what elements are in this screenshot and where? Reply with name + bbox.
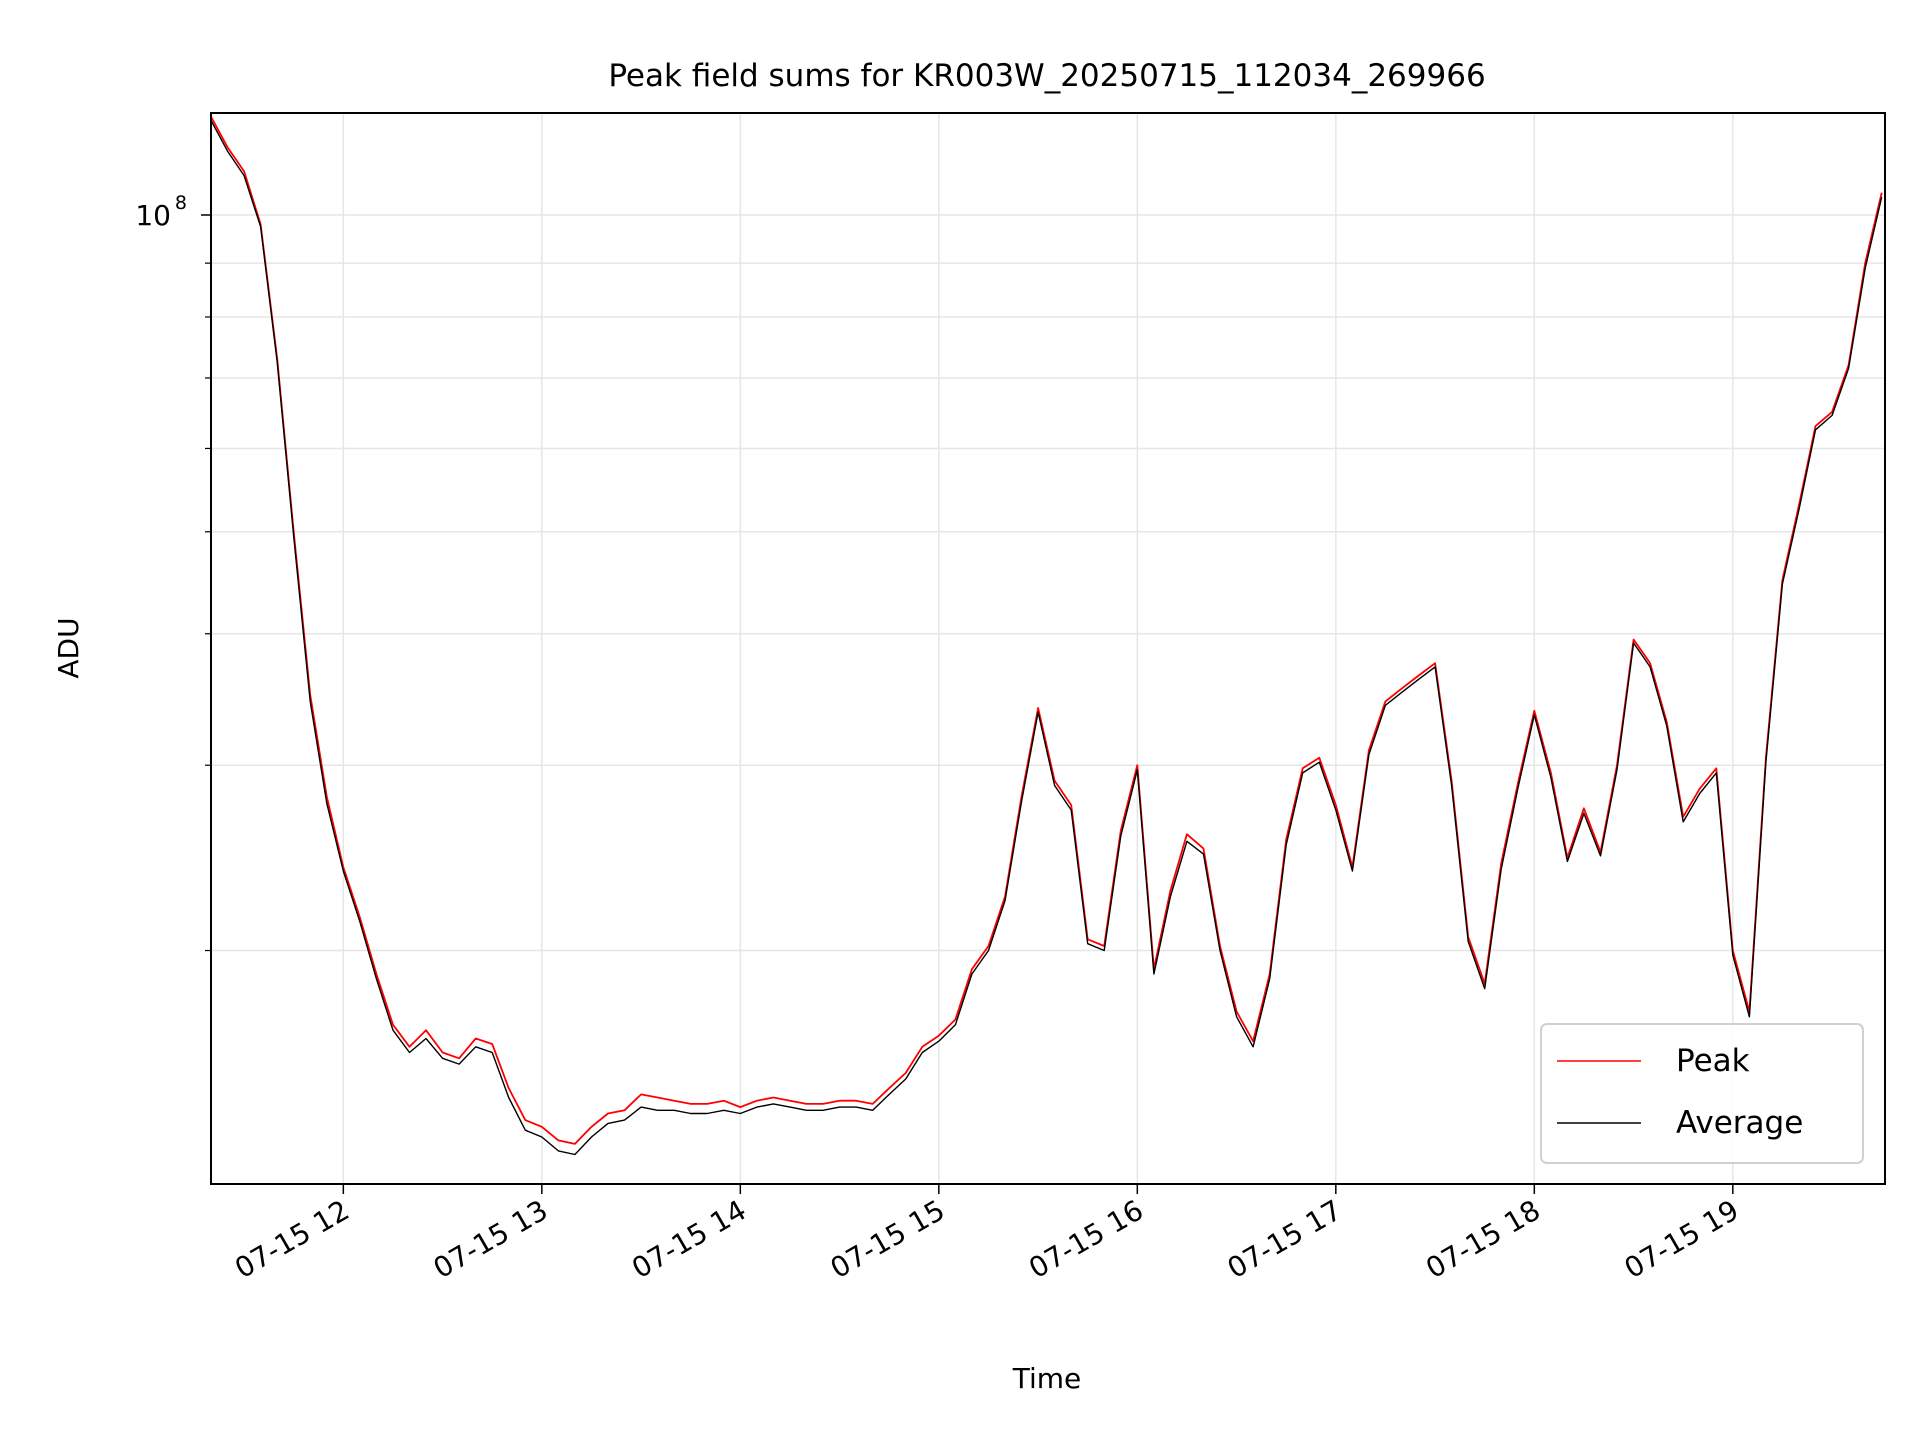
- x-tick-label: 07-15 12: [229, 1193, 355, 1285]
- y-axis-label: ADU: [52, 617, 85, 678]
- ticks: 07-15 12 07-15 13 07-15 14 07-15 15 07-15 16…: [135, 192, 1744, 1285]
- plot-lines: [210, 116, 1883, 1156]
- legend-box: [1540, 1023, 1864, 1164]
- x-tick-label: 07-15 14: [626, 1193, 752, 1285]
- y-tick-label-exponent: 8: [175, 192, 187, 214]
- x-tick-label: 07-15 17: [1222, 1193, 1348, 1285]
- legend-label-peak: Peak: [1676, 1043, 1750, 1079]
- x-tick-label: 07-15 19: [1619, 1193, 1745, 1285]
- x-tick-label: 07-15 16: [1023, 1193, 1149, 1285]
- x-tick-label: 07-15 13: [428, 1193, 554, 1285]
- legend: Peak Average: [1540, 1023, 1864, 1164]
- y-tick-label-base: 10: [135, 199, 171, 232]
- axes-frame: [210, 112, 1886, 1185]
- series-line-peak: [210, 116, 1883, 1145]
- grid: [211, 113, 1885, 1184]
- chart-title: Peak field sums for KR003W_20250715_1120…: [608, 58, 1485, 94]
- legend-label-average: Average: [1676, 1105, 1803, 1141]
- x-tick-label: 07-15 15: [825, 1193, 951, 1285]
- series-line-average: [210, 120, 1883, 1156]
- x-axis-label: Time: [1012, 1362, 1082, 1395]
- x-tick-label: 07-15 18: [1420, 1193, 1546, 1285]
